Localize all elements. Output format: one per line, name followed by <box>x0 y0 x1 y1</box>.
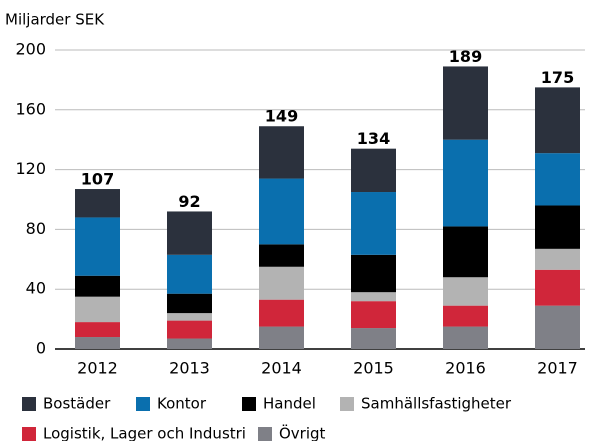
bar-segment <box>259 126 304 179</box>
x-tick-label: 2015 <box>353 359 394 378</box>
x-tick-label: 2017 <box>537 359 578 378</box>
legend-swatch <box>258 427 272 441</box>
bar-segment <box>167 320 212 339</box>
bar-segment <box>535 305 580 349</box>
legend-label: Handel <box>263 395 316 413</box>
bar-segment <box>351 292 396 302</box>
bar-segment <box>535 153 580 206</box>
x-tick-label: 2016 <box>445 359 486 378</box>
y-tick-label: 0 <box>36 339 46 358</box>
bar-segment <box>351 148 396 193</box>
legend-label: Bostäder <box>43 395 111 413</box>
bar-segment <box>535 205 580 249</box>
bar-segment <box>75 296 120 323</box>
bar-segment <box>75 322 120 338</box>
bar-segment <box>443 66 488 140</box>
legend-label: Logistik, Lager och Industri <box>43 425 246 441</box>
bar-segment <box>259 244 304 267</box>
total-label: 149 <box>265 107 298 126</box>
y-tick-label: 120 <box>15 159 46 178</box>
total-label: 92 <box>178 192 200 211</box>
bar-segment <box>167 313 212 321</box>
y-tick-label: 80 <box>26 219 46 238</box>
bar-segment <box>259 299 304 327</box>
bar-segment <box>167 254 212 294</box>
bar-segment <box>535 87 580 154</box>
bar-segment <box>75 217 120 276</box>
bar-segment <box>535 269 580 306</box>
bar-segment <box>75 275 120 297</box>
y-tick-label: 40 <box>26 279 46 298</box>
bar-segment <box>443 305 488 327</box>
bar-segment <box>351 328 396 349</box>
bar-segment <box>259 266 304 300</box>
bar-segment <box>351 301 396 329</box>
bar-segment <box>167 338 212 349</box>
total-label: 189 <box>449 47 482 66</box>
bar-segment <box>443 277 488 306</box>
bar-segment <box>443 139 488 227</box>
bar-segment <box>443 326 488 349</box>
legend-label: Kontor <box>157 395 207 413</box>
legend-swatch <box>136 397 150 411</box>
x-tick-label: 2013 <box>169 359 210 378</box>
bar-segment <box>259 178 304 245</box>
x-tick-label: 2014 <box>261 359 302 378</box>
bar-segment <box>75 189 120 218</box>
legend-label: Övrigt <box>279 424 326 441</box>
bar-segment <box>443 226 488 278</box>
legend-swatch <box>340 397 354 411</box>
bar-segment <box>351 254 396 293</box>
bar-segment <box>351 192 396 255</box>
legend-label: Samhällsfastigheter <box>361 395 512 413</box>
y-tick-label: 200 <box>15 40 46 59</box>
bar-segment <box>75 337 120 349</box>
legend-swatch <box>22 427 36 441</box>
bar-segment <box>259 326 304 349</box>
x-tick-label: 2012 <box>77 359 118 378</box>
legend-swatch <box>22 397 36 411</box>
bar-segment <box>167 293 212 314</box>
legend-swatch <box>242 397 256 411</box>
y-tick-label: 160 <box>15 99 46 118</box>
chart-subtitle: Miljarder SEK <box>5 11 105 29</box>
total-label: 175 <box>541 68 574 87</box>
bar-segment <box>167 211 212 255</box>
total-label: 107 <box>81 170 114 189</box>
total-label: 134 <box>357 129 390 148</box>
bar-segment <box>535 248 580 270</box>
